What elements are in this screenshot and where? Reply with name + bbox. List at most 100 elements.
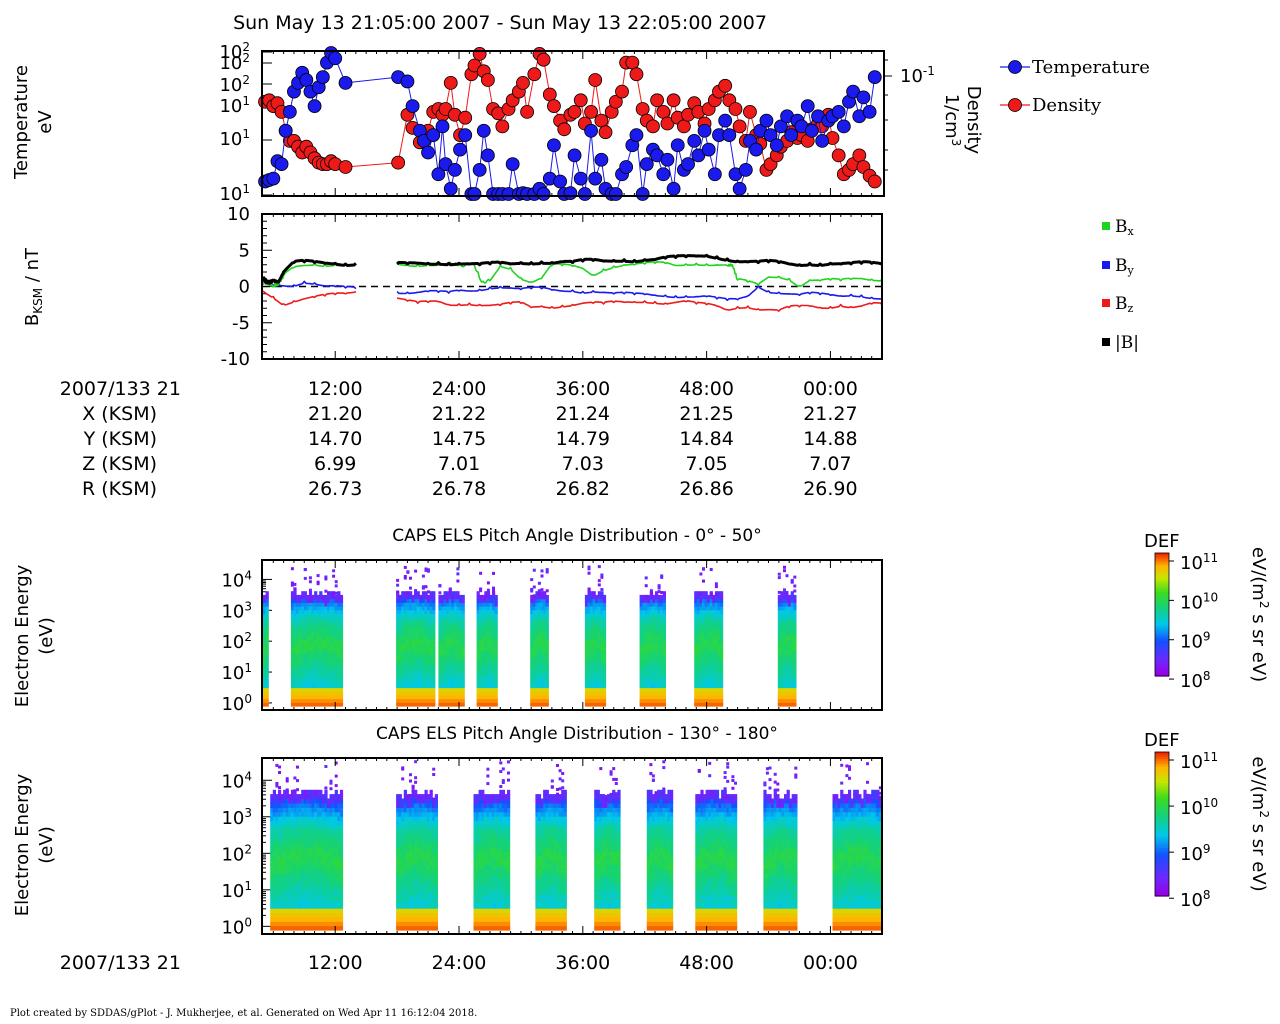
pad-0-50-cell <box>443 650 447 655</box>
density-point <box>677 119 691 134</box>
pad-0-50-cell <box>424 691 428 696</box>
pad-0-50-cell <box>316 574 320 578</box>
pad-0-50-cell <box>479 613 483 618</box>
pad-0-50-cell <box>427 628 431 633</box>
pad-0-50-cell <box>298 643 302 648</box>
pad-0-50-cell <box>597 565 601 569</box>
pad-130-180-cell <box>278 765 281 769</box>
pad-0-50-cell <box>429 606 433 611</box>
pad-0-50-cell <box>290 609 295 614</box>
pad-0-50-cell <box>316 635 320 640</box>
pad-0-50-cell <box>446 617 450 622</box>
temperature-point <box>836 119 851 134</box>
pad-0-50-cell <box>438 691 442 696</box>
pad-0-50-cell <box>602 620 607 626</box>
pad-0-50-cell <box>332 643 336 648</box>
pad-0-50-cell <box>263 698 267 703</box>
pad-0-50-cell <box>409 586 412 590</box>
pad-0-50-cell <box>793 691 797 696</box>
pad-0-50-cell <box>311 680 315 685</box>
pad-0-50-cell <box>311 598 315 603</box>
pad-0-50-cell <box>314 617 318 622</box>
pad-0-50-cell <box>406 643 410 648</box>
temperature-point <box>815 133 830 148</box>
pad-0-50-cell <box>409 669 413 674</box>
pad-0-50-cell <box>406 639 410 644</box>
pad-0-50-cell <box>409 698 413 703</box>
pad-0-50-cell <box>265 609 269 614</box>
pad-0-50-cell <box>406 702 410 707</box>
pad-0-50-cell <box>319 613 323 618</box>
pad-0-50-cell <box>303 591 307 596</box>
pad-0-50-cell <box>290 650 295 655</box>
pad-0-50-cell <box>401 594 405 600</box>
pad-0-50-cell <box>306 606 310 611</box>
pad-0-50-cell <box>337 680 341 685</box>
pad-0-50-cell <box>337 694 341 700</box>
pad-0-50-cell <box>419 646 423 651</box>
pad-0-50-cell <box>332 669 336 674</box>
pad-0-50-cell <box>324 683 328 689</box>
pad-0-50-cell <box>311 624 315 629</box>
temperature-point <box>594 152 609 167</box>
pad-0-50-cell <box>537 702 542 707</box>
pad-0-50-cell <box>476 594 480 600</box>
pad-0-50-cell <box>421 650 426 655</box>
pad-0-50-cell <box>414 620 418 626</box>
pad-0-50-cell <box>409 657 413 663</box>
pad-0-50-cell <box>416 646 420 651</box>
density-point <box>598 125 613 140</box>
pad-0-50-cell <box>602 669 607 674</box>
pad-0-50-cell <box>263 646 267 651</box>
pad-0-50-cell <box>416 687 420 692</box>
pad-0-50-cell <box>783 569 786 573</box>
temperature-point <box>443 181 458 196</box>
pad-0-50-cell <box>424 650 428 655</box>
pad-0-50-cell <box>339 676 344 681</box>
pad-0-50-cell <box>461 672 465 677</box>
pad-0-50-cell <box>324 594 328 600</box>
pad-0-50-cell <box>308 639 313 644</box>
pad-0-50-cell <box>290 654 295 659</box>
pad-0-50-cell <box>324 628 328 633</box>
pad-0-50-cell <box>489 594 493 600</box>
pad-0-50-cell <box>492 606 496 611</box>
pad-0-50-cell <box>486 602 491 607</box>
pad-0-50-cell <box>530 635 534 640</box>
pad-0-50-cell <box>327 672 331 677</box>
pad-0-50-cell <box>265 591 269 596</box>
pad-0-50-cell <box>537 657 542 663</box>
pad-0-50-cell <box>441 606 445 611</box>
pad-0-50-cell <box>332 698 336 703</box>
pad-0-50-cell <box>301 683 305 689</box>
pad-0-50-cell <box>545 698 549 703</box>
pad-0-50-cell <box>530 589 534 593</box>
pad-0-50-cell <box>409 672 413 677</box>
pad-0-50-cell <box>492 669 496 674</box>
pad-0-50-cell <box>535 609 539 614</box>
pad-0-50-cell <box>419 657 423 663</box>
pad-0-50-cell <box>324 654 328 659</box>
pad-0-50-cell <box>403 565 407 569</box>
pad-0-50-cell <box>324 639 328 644</box>
pad-0-50-cell <box>602 628 607 633</box>
pad-0-50-cell <box>545 617 549 622</box>
pad-0-50-cell <box>453 672 458 677</box>
pad-0-50-cell <box>486 698 491 703</box>
pad-0-50-cell <box>484 687 488 692</box>
pad-0-50-cell <box>316 602 320 607</box>
pad-0-50-cell <box>334 669 338 674</box>
pad-0-50-cell <box>290 672 295 677</box>
pad-0-50-cell <box>329 602 333 607</box>
pad-0-50-cell <box>446 687 450 692</box>
pad-0-50-cell <box>443 676 447 681</box>
pad-0-50-cell <box>290 594 295 600</box>
pad-0-50-cell <box>409 661 413 666</box>
pad-0-50-cell <box>414 628 418 633</box>
pad-0-50-cell <box>448 698 452 703</box>
pad-0-50-cell <box>486 680 491 685</box>
pad-0-50-cell <box>481 669 485 674</box>
pad-0-50-cell <box>293 628 297 633</box>
pad-0-50-cell <box>306 669 310 674</box>
pad-0-50-cell <box>303 624 307 629</box>
